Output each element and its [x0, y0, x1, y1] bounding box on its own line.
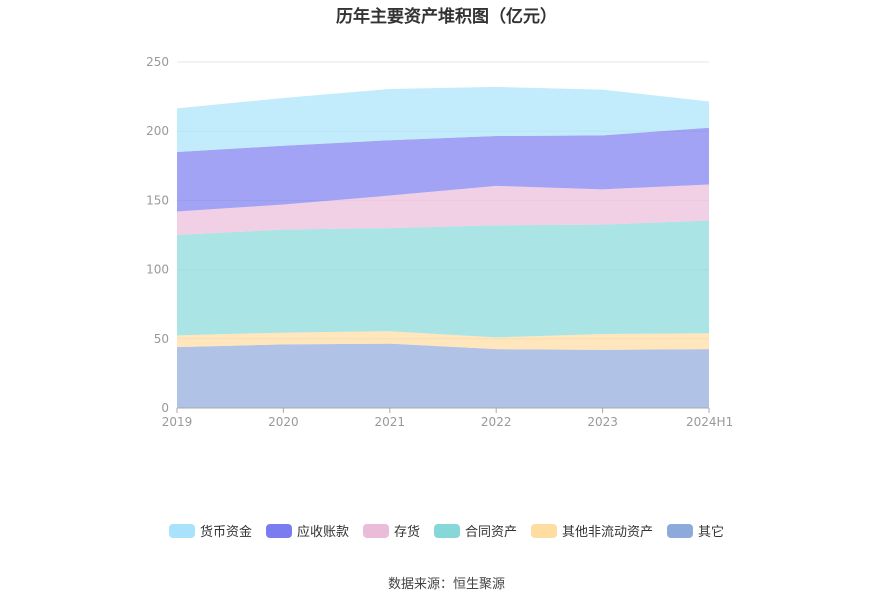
area-series: [177, 86, 709, 408]
axes: 0 50 100 150 200 250 2019 2020 2021 2022 2023 2024H…: [146, 55, 733, 429]
x-tick-label: 2024H1: [686, 415, 733, 429]
legend-label: 其它: [698, 525, 725, 540]
x-tick-label: 2021: [375, 415, 406, 429]
legend-label: 存货: [393, 525, 420, 540]
y-tick-label: 100: [146, 263, 169, 277]
y-tick-label: 0: [161, 401, 169, 415]
area-series-3: [177, 184, 709, 235]
legend-item[interactable]: 存货: [362, 521, 420, 540]
legend-item[interactable]: 合同资产: [434, 521, 517, 540]
y-tick-label: 50: [154, 332, 169, 346]
legend-swatch: [362, 523, 389, 538]
area-series-2: [177, 220, 709, 338]
legend-label: 应收账款: [296, 525, 349, 540]
legend-swatch: [265, 523, 292, 538]
area-series-0: [177, 343, 709, 408]
legend-swatch: [168, 523, 195, 538]
x-tick-label: 2022: [481, 415, 512, 429]
legend-item[interactable]: 其他非流动资产: [531, 521, 653, 540]
legend-label: 合同资产: [465, 525, 518, 540]
x-tick-label: 2019: [162, 415, 193, 429]
chart-title: 历年主要资产堆积图（亿元）: [336, 7, 557, 27]
legend-item[interactable]: 其它: [667, 521, 724, 540]
x-tick-label: 2023: [587, 415, 618, 429]
y-tick-label: 250: [146, 55, 169, 69]
y-tick-label: 200: [146, 124, 169, 138]
data-source-note: 数据来源：恒生聚源: [387, 577, 505, 592]
legend-item[interactable]: 货币资金: [168, 521, 252, 540]
legend-swatch: [531, 523, 558, 538]
area-series-1: [177, 331, 709, 350]
legend-swatch: [434, 523, 460, 538]
legend-swatch: [667, 523, 694, 538]
legend: 货币资金 应收账款 存货 合同资产 其他非流动资产 其它: [0, 521, 893, 540]
x-tick-label: 2020: [268, 415, 299, 429]
y-tick-label: 150: [146, 193, 169, 207]
legend-item[interactable]: 应收账款: [265, 521, 349, 540]
legend-label: 其他非流动资产: [562, 525, 654, 540]
legend-label: 货币资金: [199, 525, 252, 540]
area-series-4: [177, 127, 709, 212]
area-series-5: [177, 86, 709, 152]
